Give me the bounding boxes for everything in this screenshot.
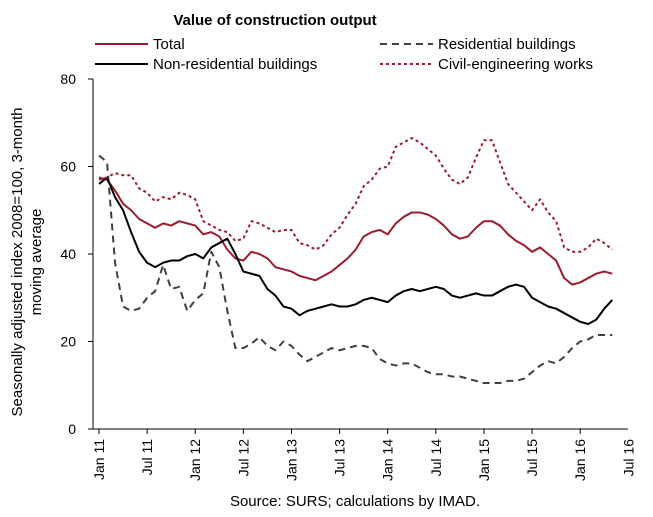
x-tick-label: Jan 13 xyxy=(283,439,299,481)
x-tick-label: Jul 12 xyxy=(235,439,251,477)
x-tick-label: Jan 15 xyxy=(476,439,492,481)
y-tick-label: 60 xyxy=(60,159,76,175)
y-ticks: 0 20 40 60 80 xyxy=(60,71,93,437)
legend-label-residential: Residential buildings xyxy=(438,36,576,53)
series-total-line xyxy=(98,176,613,286)
x-tick-label: Jan 12 xyxy=(187,439,203,481)
x-tick-label: Jul 16 xyxy=(620,439,636,477)
y-tick-label: 80 xyxy=(60,71,76,87)
legend-label-non-residential: Non-residential buildings xyxy=(153,56,317,73)
legend-label-total: Total xyxy=(153,36,185,53)
x-ticks: Jan 11 Jul 11 Jan 12 Jul 12 Jan 13 Jul 13 Jan … xyxy=(91,429,636,481)
y-tick-label: 20 xyxy=(60,334,76,350)
y-axis-label: Seasonally adjusted index 2008=100, 3-mo… xyxy=(9,108,45,417)
x-tick-label: Jul 13 xyxy=(332,439,348,477)
legend: Total Residential buildings Non-resident… xyxy=(95,36,593,73)
x-tick-label: Jul 15 xyxy=(524,439,540,477)
legend-label-civil-engineering: Civil-engineering works xyxy=(438,56,593,73)
series-civil-engineering-line xyxy=(98,137,613,253)
series-non-residential-line xyxy=(98,176,614,325)
series-layer xyxy=(98,137,614,385)
x-tick-label: Jan 11 xyxy=(91,439,107,480)
y-tick-label: 40 xyxy=(60,246,76,262)
x-tick-label: Jul 11 xyxy=(139,439,155,476)
series-residential-line xyxy=(98,154,613,385)
svg-text:moving average: moving average xyxy=(28,209,45,316)
chart-title: Value of construction output xyxy=(173,12,376,29)
svg-text:Seasonally adjusted index 2008: Seasonally adjusted index 2008=100, 3-mo… xyxy=(9,108,26,417)
x-tick-label: Jan 16 xyxy=(572,439,588,481)
y-tick-label: 0 xyxy=(68,421,76,437)
x-tick-label: Jan 14 xyxy=(380,439,396,481)
source-note: Source: SURS; calculations by IMAD. xyxy=(230,493,480,510)
x-tick-label: Jul 14 xyxy=(428,439,444,477)
